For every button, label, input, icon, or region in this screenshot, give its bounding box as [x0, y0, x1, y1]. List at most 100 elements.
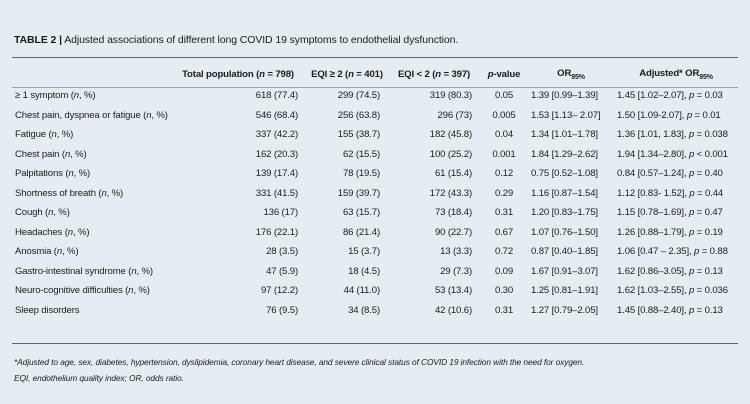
symptom-cell: Sleep disorders	[15, 304, 80, 316]
total-cell: 618 (77.4)	[255, 90, 298, 102]
symptom-cell: Chest pain (n, %)	[15, 148, 87, 160]
or-cell: 1.27 [0.79–2.05]	[531, 304, 598, 316]
table-label: TABLE 2 |	[14, 34, 62, 46]
pvalue-cell: 0.001	[492, 148, 516, 160]
table-row: Fatigue (n, %) 337 (42.2) 155 (38.7) 182 (4…	[12, 125, 738, 145]
pvalue-cell: 0.72	[494, 246, 514, 258]
eqi-high-cell: 155 (38.7)	[337, 129, 380, 141]
eqi-low-cell: 61 (15.4)	[434, 168, 472, 180]
pvalue-cell: 0.30	[494, 285, 514, 297]
symptom-cell: Palpitations (n, %)	[15, 168, 91, 180]
symptom-cell: Cough (n, %)	[15, 207, 70, 219]
total-cell: 546 (68.4)	[255, 109, 298, 121]
pvalue-cell: 0.04	[494, 129, 514, 141]
pvalue-cell: 0.12	[494, 168, 514, 180]
header-empty	[12, 62, 170, 86]
top-rule	[12, 57, 738, 58]
or-cell: 1.07 [0.76–1.50]	[531, 226, 598, 238]
total-cell: 97 (12.2)	[260, 285, 298, 297]
adjusted-or-cell: 1.50 [1.09-2.07], p = 0.01	[617, 109, 721, 121]
adjusted-or-cell: 1.45 [1.02–2.07], p = 0.03	[617, 90, 723, 102]
total-cell: 337 (42.2)	[255, 129, 298, 141]
or-cell: 1.67 [0.91–3.07]	[531, 265, 598, 277]
table-title: Adjusted associations of different long …	[64, 34, 459, 46]
eqi-high-cell: 18 (4.5)	[348, 265, 380, 277]
header-row: Total population (n = 798) EQI ≥ 2 (n = …	[12, 62, 738, 86]
total-cell: 47 (5.9)	[266, 265, 298, 277]
table-row: Shortness of breath (n, %) 331 (41.5) 159 …	[12, 184, 738, 204]
or-cell: 1.20 [0.83–1.75]	[531, 207, 598, 219]
pvalue-cell: 0.09	[494, 265, 514, 277]
pvalue-cell: 0.29	[494, 187, 514, 199]
eqi-low-cell: 172 (43.3)	[429, 187, 472, 199]
eqi-high-cell: 299 (74.5)	[337, 90, 380, 102]
symptom-cell: Shortness of breath (n, %)	[15, 187, 124, 199]
eqi-low-cell: 182 (45.8)	[429, 129, 472, 141]
adjusted-or-cell: 0.84 [0.57–1.24], p = 0.40	[617, 168, 723, 180]
eqi-high-cell: 78 (19.5)	[342, 168, 380, 180]
symptom-cell: Headaches (n, %)	[15, 226, 90, 238]
symptom-cell: Chest pain, dyspnea or fatigue (n, %)	[15, 109, 168, 121]
footnote-abbreviations: EQI, endothelium quality index; OR, odds…	[14, 373, 184, 383]
eqi-high-cell: 44 (11.0)	[343, 285, 380, 297]
or-cell: 1.16 [0.87–1.54]	[531, 187, 598, 199]
total-cell: 76 (9.5)	[266, 304, 298, 316]
adjusted-or-cell: 1.62 [1.03–2.55], p = 0.036	[617, 285, 728, 297]
symptom-cell: Gastro-intestinal syndrome (n, %)	[15, 265, 153, 277]
eqi-low-cell: 29 (7.3)	[440, 265, 472, 277]
table-row: Palpitations (n, %) 139 (17.4) 78 (19.5) 61…	[12, 164, 738, 184]
adjusted-or-cell: 1.26 [0.88–1.79], p = 0.19	[617, 226, 723, 238]
or-cell: 0.75 [0.52–1.08]	[531, 168, 598, 180]
eqi-low-cell: 53 (13.4)	[434, 285, 472, 297]
table-row: Chest pain (n, %) 162 (20.3) 62 (15.5) 100 …	[12, 145, 738, 165]
total-cell: 28 (3.5)	[266, 246, 298, 258]
table-row: Gastro-intestinal syndrome (n, %) 47 (5.9…	[12, 262, 738, 282]
or-cell: 0.87 [0.40–1.85]	[531, 246, 598, 258]
or-cell: 1.53 [1.13– 2.07]	[531, 109, 601, 121]
eqi-low-cell: 73 (18.4)	[434, 207, 472, 219]
adjusted-or-cell: 1.06 [0.47 – 2.35], p = 0.88	[617, 246, 728, 258]
table-row: Headaches (n, %) 176 (22.1) 86 (21.4) 90 (2…	[12, 223, 738, 243]
bottom-rule	[12, 343, 738, 344]
data-table: Total population (n = 798) EQI ≥ 2 (n = …	[12, 62, 738, 320]
eqi-high-cell: 86 (21.4)	[342, 226, 380, 238]
symptom-cell: Anosmia (n, %)	[15, 246, 79, 258]
eqi-low-cell: 100 (25.2)	[429, 148, 472, 160]
table-row: Cough (n, %) 136 (17) 63 (15.7) 73 (18.4) 0.…	[12, 203, 738, 223]
header-or: OR95%	[557, 67, 585, 81]
eqi-low-cell: 296 (73)	[437, 109, 472, 121]
eqi-high-cell: 159 (39.7)	[337, 187, 380, 199]
adjusted-or-cell: 1.36 [1.01, 1.83], p = 0.038	[617, 129, 728, 141]
symptom-cell: Neuro-cognitive difficulties (n, %)	[15, 285, 150, 297]
table-caption: TABLE 2 | Adjusted associations of diffe…	[14, 34, 458, 46]
total-cell: 162 (20.3)	[255, 148, 298, 160]
eqi-high-cell: 63 (15.7)	[342, 207, 380, 219]
pvalue-cell: 0.31	[494, 304, 514, 316]
total-cell: 176 (22.1)	[255, 226, 298, 238]
eqi-low-cell: 319 (80.3)	[429, 90, 472, 102]
or-cell: 1.84 [1.29–2.62]	[531, 148, 598, 160]
footnote-adjustment: *Adjusted to age, sex, diabetes, hyperte…	[14, 357, 585, 367]
header-eqi-high: EQI ≥ 2 (n = 401)	[311, 68, 383, 80]
symptom-cell: ≥ 1 symptom (n, %)	[15, 90, 96, 102]
table-row: Sleep disorders 76 (9.5) 34 (8.5) 42 (10.6)…	[12, 301, 738, 321]
table-row: Chest pain, dyspnea or fatigue (n, %) 546…	[12, 106, 738, 126]
pvalue-cell: 0.67	[494, 226, 514, 238]
header-rule	[12, 87, 738, 88]
eqi-high-cell: 256 (63.8)	[337, 109, 380, 121]
pvalue-cell: 0.05	[494, 90, 514, 102]
header-total: Total population (n = 798)	[182, 68, 294, 80]
or-cell: 1.25 [0.81–1.91]	[531, 285, 598, 297]
or-cell: 1.34 [1.01–1.78]	[531, 129, 598, 141]
table-row: Neuro-cognitive difficulties (n, %) 97 (1…	[12, 281, 738, 301]
eqi-low-cell: 90 (22.7)	[434, 226, 472, 238]
eqi-high-cell: 62 (15.5)	[342, 148, 380, 160]
adjusted-or-cell: 1.45 [0.88–2.40], p = 0.13	[617, 304, 723, 316]
pvalue-cell: 0.31	[494, 207, 514, 219]
adjusted-or-cell: 1.12 [0.83- 1.52], p = 0.44	[617, 187, 724, 199]
eqi-high-cell: 34 (8.5)	[348, 304, 380, 316]
header-eqi-low: EQI < 2 (n = 397)	[397, 68, 471, 80]
total-cell: 136 (17)	[263, 207, 298, 219]
pvalue-cell: 0.005	[492, 109, 516, 121]
total-cell: 139 (17.4)	[255, 168, 298, 180]
